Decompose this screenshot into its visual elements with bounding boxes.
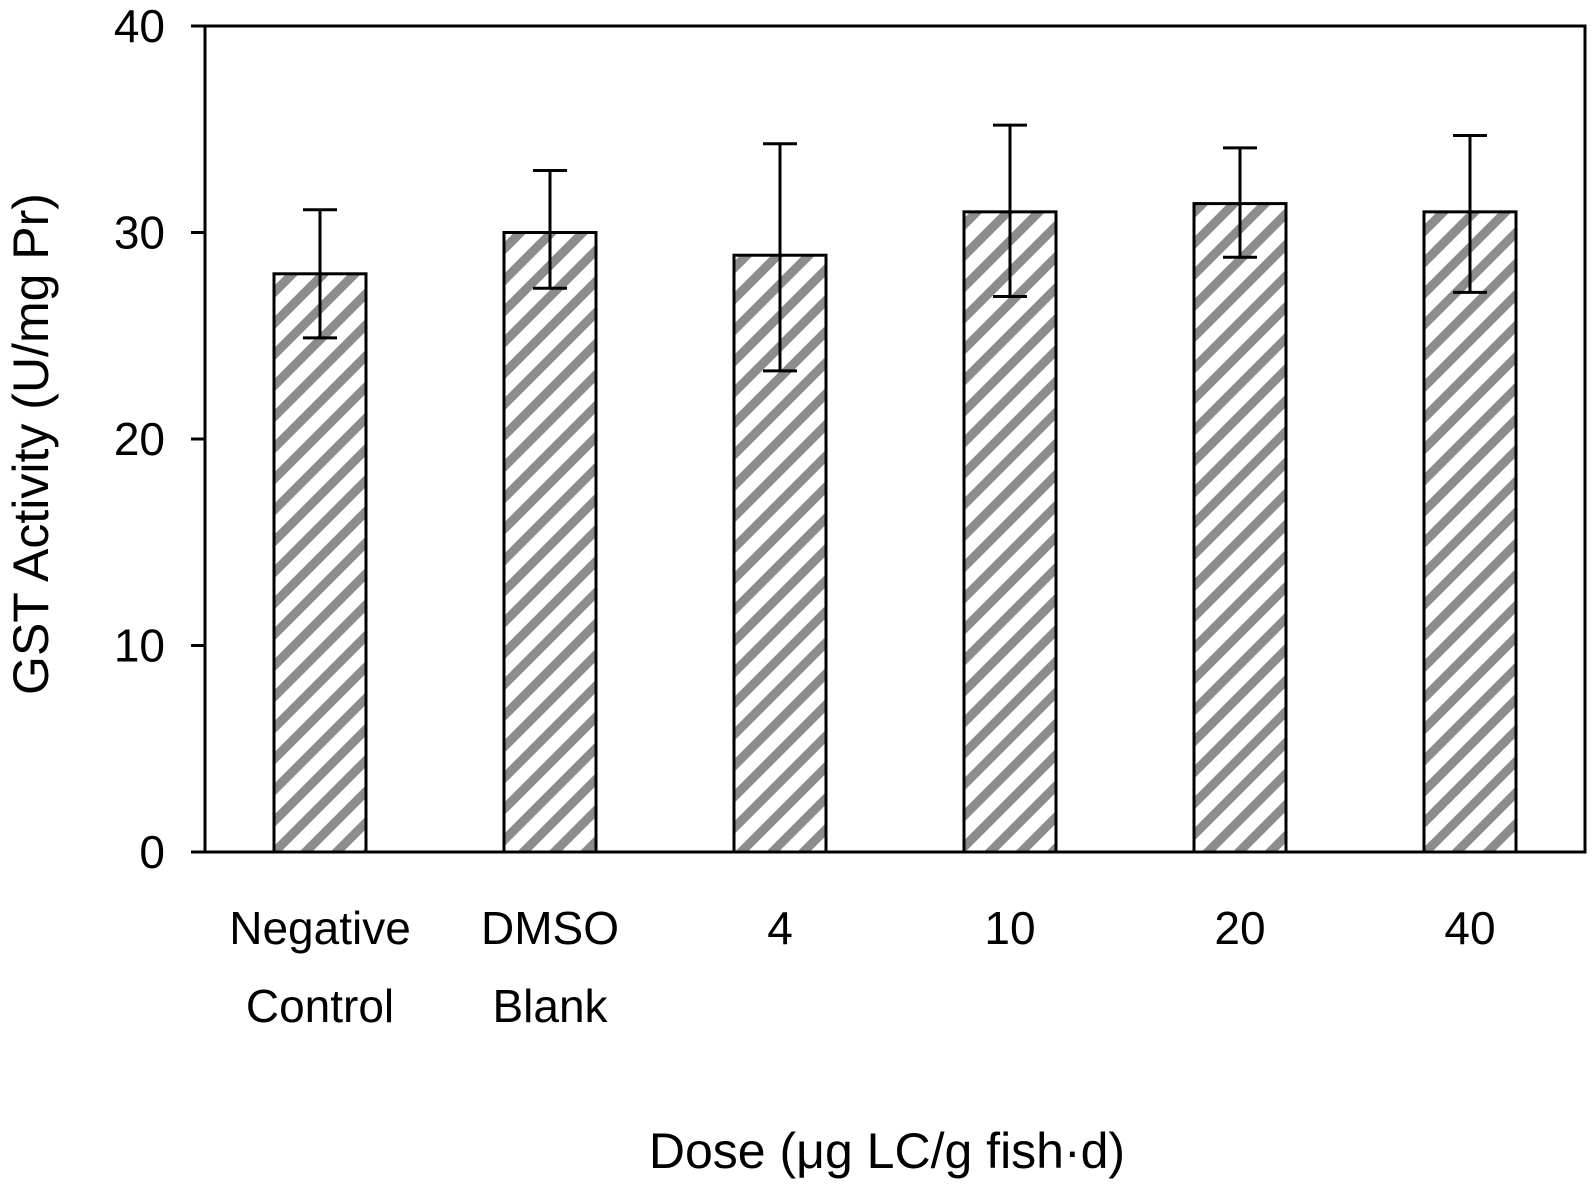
- bar: [272, 272, 368, 854]
- x-tick-label: Blank: [492, 980, 608, 1032]
- bars: [272, 202, 1518, 854]
- error-bars: [303, 123, 1487, 373]
- y-tick-label: 0: [139, 826, 165, 878]
- y-axis-title: GST Activity (U/mg Pr): [3, 193, 59, 695]
- plot-area: [203, 24, 1587, 854]
- x-axis-title: Dose (μg LC/g fish·d): [649, 1123, 1125, 1179]
- bar: [1422, 210, 1518, 854]
- x-tick-label: Control: [246, 980, 394, 1032]
- y-tick-label: 20: [114, 413, 165, 465]
- y-tick-label: 40: [114, 0, 165, 52]
- x-tick-label: 10: [984, 902, 1035, 954]
- y-tick-label: 10: [114, 620, 165, 672]
- bar: [502, 231, 598, 854]
- x-axis: Negative Control DMSO Blank 4 10 20 40: [229, 902, 1495, 1032]
- bar: [962, 210, 1058, 854]
- x-tick-label: DMSO: [481, 902, 619, 954]
- y-tick-label: 30: [114, 207, 165, 259]
- x-tick-label: 20: [1214, 902, 1265, 954]
- bar: [1192, 202, 1288, 854]
- y-axis: 0 10 20 30 40: [114, 0, 205, 878]
- x-tick-label: 4: [767, 902, 793, 954]
- x-tick-label: Negative: [229, 902, 411, 954]
- x-tick-label: 40: [1444, 902, 1495, 954]
